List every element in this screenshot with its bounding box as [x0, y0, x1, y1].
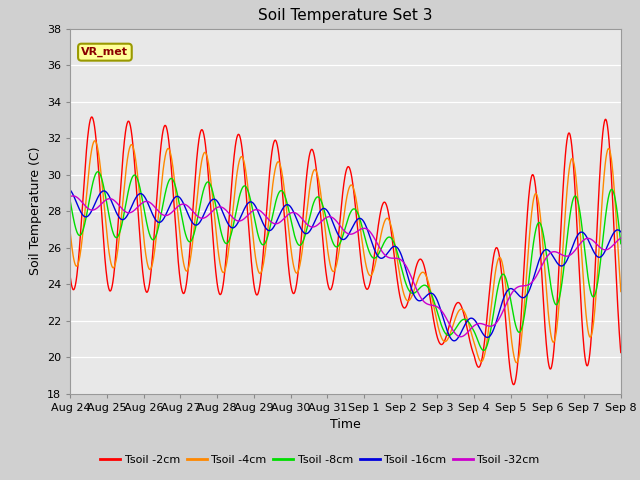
Tsoil -4cm [617, 288, 625, 294]
Tsoil -4cm [189, 234, 197, 240]
Tsoil -8cm [176, 204, 184, 209]
Tsoil -32cm [617, 235, 625, 241]
Tsoil -8cm [251, 217, 259, 223]
Tsoil -2cm [189, 202, 197, 207]
Tsoil -16cm [431, 293, 439, 299]
Tsoil -16cm [504, 288, 511, 294]
Tsoil -8cm [67, 199, 74, 205]
Y-axis label: Soil Temperature (C): Soil Temperature (C) [29, 147, 42, 276]
Tsoil -8cm [504, 282, 511, 288]
Tsoil -4cm [251, 249, 259, 255]
Tsoil -4cm [67, 231, 74, 237]
Tsoil -2cm [67, 275, 74, 281]
Tsoil -4cm [176, 231, 184, 237]
Tsoil -32cm [504, 298, 511, 304]
Tsoil -32cm [431, 303, 439, 309]
Tsoil -2cm [176, 274, 184, 280]
Legend: Tsoil -2cm, Tsoil -4cm, Tsoil -8cm, Tsoil -16cm, Tsoil -32cm: Tsoil -2cm, Tsoil -4cm, Tsoil -8cm, Tsoi… [96, 451, 544, 469]
Text: VR_met: VR_met [81, 47, 129, 57]
Tsoil -32cm [552, 249, 560, 255]
Tsoil -16cm [250, 202, 258, 207]
Tsoil -16cm [175, 194, 183, 200]
Line: Tsoil -16cm: Tsoil -16cm [70, 190, 621, 341]
Tsoil -32cm [189, 209, 197, 215]
Tsoil -4cm [91, 138, 99, 144]
Tsoil -16cm [617, 229, 625, 235]
Tsoil -2cm [510, 382, 518, 387]
Tsoil -8cm [479, 348, 487, 353]
Tsoil -32cm [176, 202, 184, 208]
Tsoil -16cm [189, 220, 196, 226]
Tsoil -4cm [431, 311, 439, 317]
Tsoil -16cm [67, 187, 74, 193]
Line: Tsoil -2cm: Tsoil -2cm [70, 117, 621, 384]
Tsoil -2cm [251, 287, 259, 292]
Tsoil -8cm [94, 169, 102, 175]
Title: Soil Temperature Set 3: Soil Temperature Set 3 [259, 9, 433, 24]
Tsoil -4cm [513, 360, 520, 366]
Tsoil -8cm [431, 303, 439, 309]
Tsoil -2cm [431, 326, 439, 332]
Tsoil -4cm [552, 330, 560, 336]
Line: Tsoil -8cm: Tsoil -8cm [70, 172, 621, 350]
Tsoil -16cm [552, 258, 559, 264]
Line: Tsoil -32cm: Tsoil -32cm [70, 196, 621, 337]
Tsoil -2cm [504, 337, 511, 343]
Tsoil -8cm [617, 241, 625, 247]
Tsoil -4cm [504, 297, 511, 302]
Tsoil -2cm [617, 349, 625, 355]
Tsoil -32cm [251, 207, 259, 213]
Tsoil -8cm [552, 302, 560, 308]
Line: Tsoil -4cm: Tsoil -4cm [70, 141, 621, 363]
Tsoil -2cm [552, 316, 560, 322]
Tsoil -32cm [69, 193, 77, 199]
X-axis label: Time: Time [330, 418, 361, 431]
Tsoil -8cm [189, 234, 197, 240]
Tsoil -16cm [450, 338, 458, 344]
Tsoil -2cm [88, 114, 95, 120]
Tsoil -32cm [457, 334, 465, 340]
Tsoil -32cm [67, 193, 74, 199]
